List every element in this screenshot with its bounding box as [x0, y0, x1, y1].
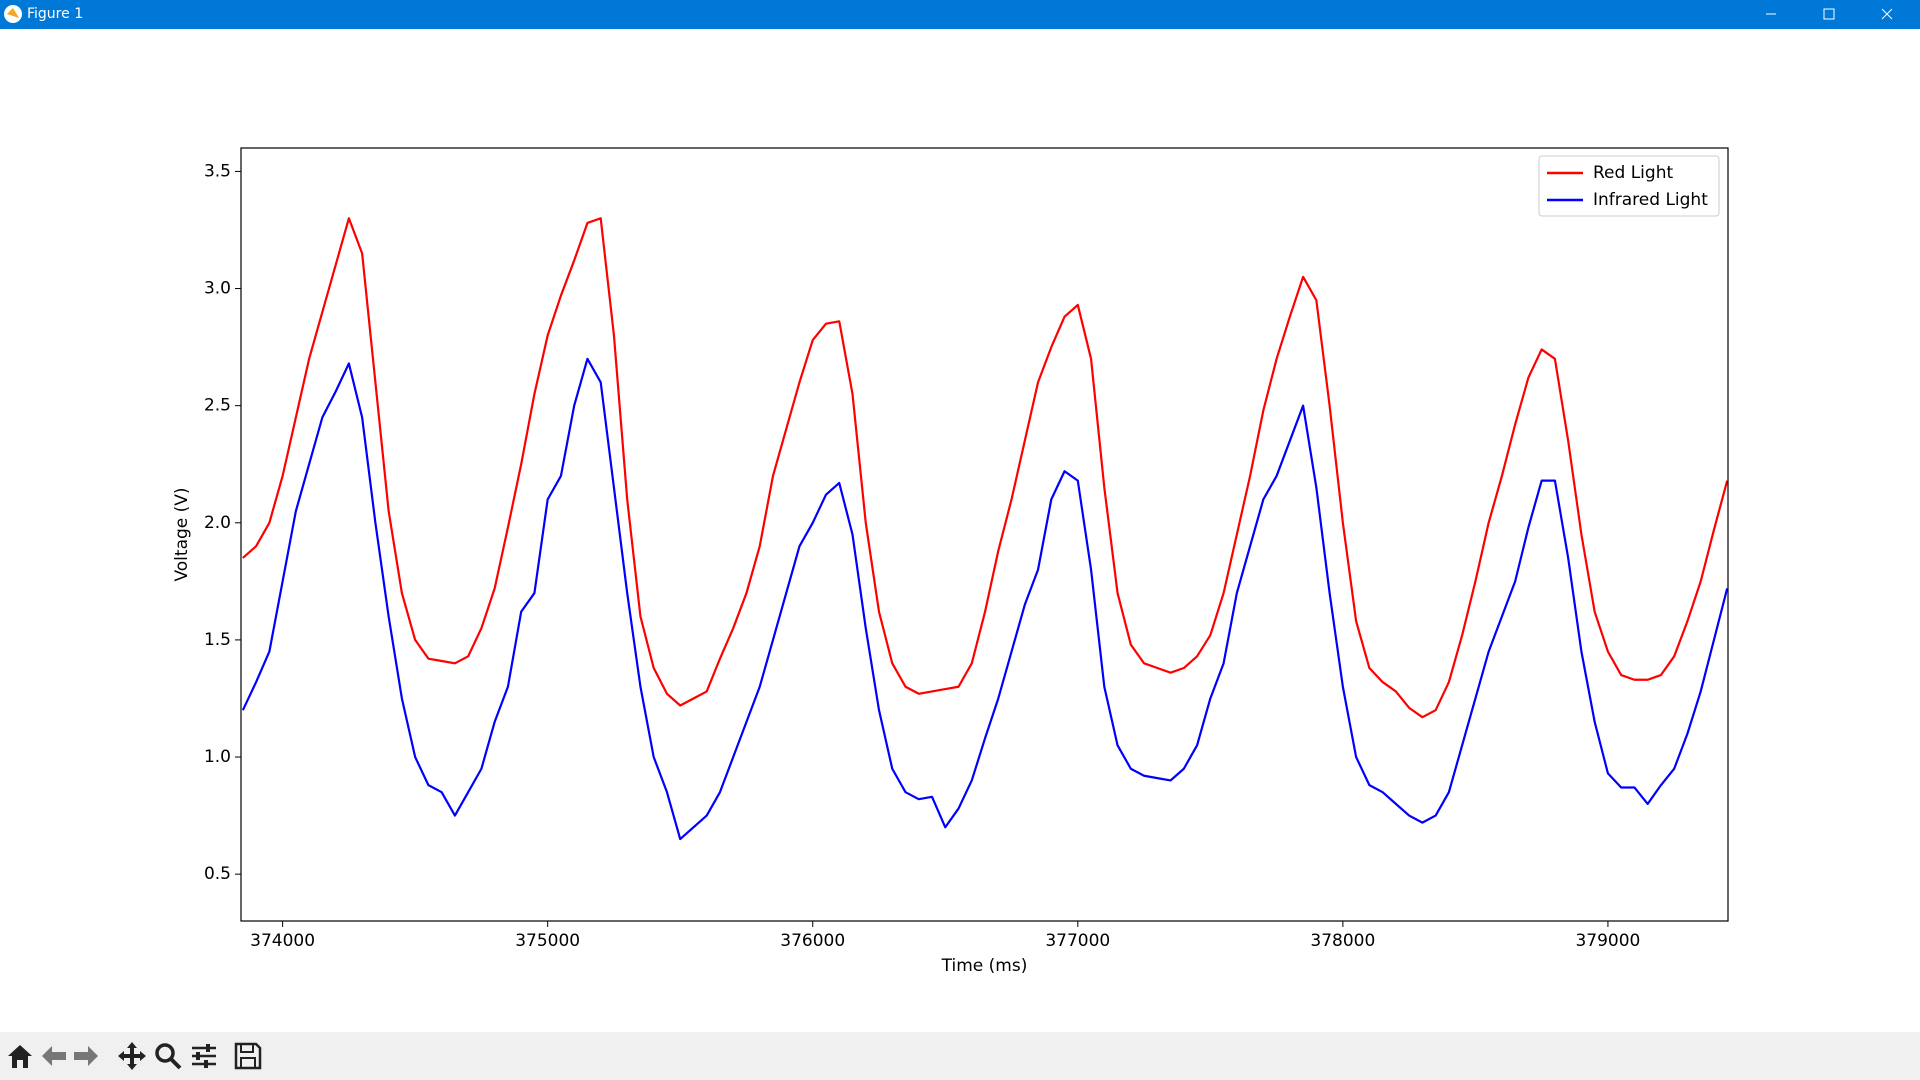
maximize-button[interactable]	[1800, 0, 1858, 29]
y-tick-label: 2.5	[204, 396, 231, 416]
legend-label: Red Light	[1593, 163, 1673, 183]
plot-frame	[240, 147, 1729, 922]
configure-button[interactable]	[188, 1040, 220, 1072]
y-tick-label: 3.0	[204, 279, 231, 299]
window-title: Figure 1	[27, 6, 84, 22]
data-line	[242, 217, 1728, 719]
y-tick-label: 0.5	[204, 864, 231, 884]
forward-button[interactable]	[70, 1040, 102, 1072]
app-icon	[4, 5, 22, 23]
y-tick-label: 1.0	[204, 747, 231, 767]
x-tick-label: 379000	[1575, 931, 1640, 951]
y-tick-label: 1.5	[204, 630, 231, 650]
x-tick-label: 376000	[780, 931, 845, 951]
x-tick-label: 378000	[1310, 931, 1375, 951]
x-tick-label: 375000	[515, 931, 580, 951]
legend-box	[1538, 155, 1720, 217]
home-button[interactable]	[4, 1040, 36, 1072]
x-tick-label: 377000	[1045, 931, 1110, 951]
x-axis-label: Time (ms)	[941, 956, 1028, 976]
minimize-button[interactable]	[1742, 0, 1800, 29]
save-button[interactable]	[232, 1040, 264, 1072]
y-tick-label: 3.5	[204, 161, 231, 181]
toolbar	[0, 1032, 1920, 1080]
close-button[interactable]	[1858, 0, 1916, 29]
chart: 374000 375000 376000 377000 378000 379000 0.5 1…	[172, 147, 1729, 976]
pan-button[interactable]	[116, 1040, 148, 1072]
data-line	[241, 357, 1728, 841]
back-button[interactable]	[38, 1040, 70, 1072]
legend-label: Infrared Light	[1593, 190, 1708, 210]
y-tick-label: 2.0	[204, 513, 231, 533]
title-bar: Figure 1	[0, 0, 1920, 29]
x-tick-label: 374000	[250, 931, 315, 951]
zoom-button[interactable]	[152, 1040, 184, 1072]
y-axis-label: Voltage (V)	[172, 487, 192, 581]
